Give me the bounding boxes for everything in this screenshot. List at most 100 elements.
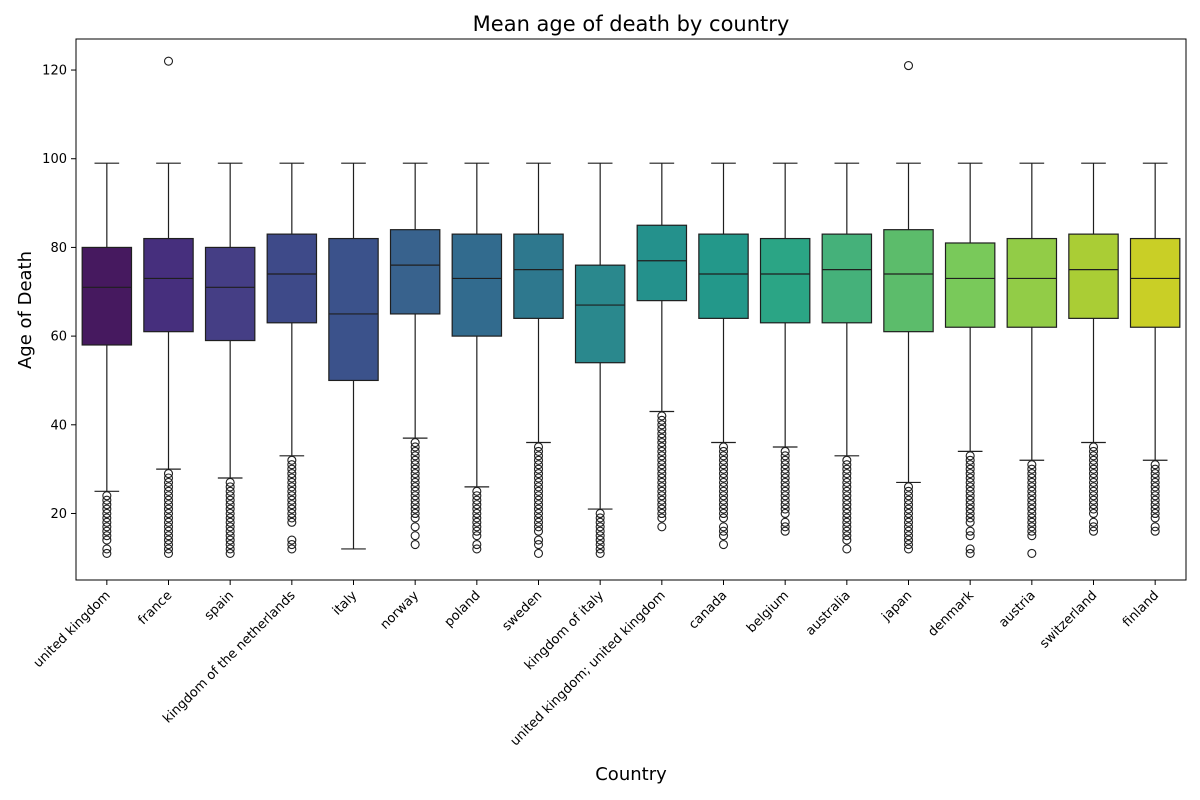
outlier-point <box>102 544 112 554</box>
outlier-point <box>410 539 420 550</box>
outlier-point <box>842 504 852 514</box>
outlier-point <box>410 460 420 470</box>
outlier-point <box>163 508 174 519</box>
outlier-point <box>657 522 667 532</box>
outlier-point <box>472 522 482 532</box>
x-tick-label: norway <box>378 588 423 633</box>
outlier-point <box>1088 495 1099 505</box>
outlier-point <box>287 508 297 519</box>
box-group <box>821 162 873 554</box>
outlier-point <box>1027 473 1037 483</box>
outlier-point <box>657 460 667 470</box>
outlier-point <box>842 473 852 483</box>
outlier-point <box>718 491 729 501</box>
outlier-point <box>1088 522 1099 532</box>
outlier-point <box>842 500 852 510</box>
outlier-point <box>533 477 544 487</box>
outlier-point <box>657 424 667 434</box>
outlier-point <box>718 486 729 496</box>
outlier-point <box>903 486 914 496</box>
outlier-point <box>1150 500 1160 510</box>
box <box>1006 237 1058 328</box>
x-tick-label: france <box>136 588 176 628</box>
outlier-point <box>657 451 667 461</box>
outlier-point <box>533 548 544 558</box>
outlier-point <box>1150 486 1160 496</box>
outlier-point <box>163 482 174 492</box>
outlier-point <box>718 455 729 465</box>
outlier-point <box>533 451 544 461</box>
outlier-point <box>718 504 729 514</box>
outlier-point <box>965 531 975 541</box>
outlier-point <box>657 420 667 430</box>
outlier-point <box>965 477 975 487</box>
box <box>1068 233 1119 319</box>
outlier-point <box>472 531 482 541</box>
outlier-point <box>1027 548 1037 558</box>
outlier-point <box>965 451 975 461</box>
outlier-point <box>163 473 174 483</box>
x-tick-label: canada <box>686 588 730 632</box>
outlier-point <box>225 522 235 532</box>
box-group <box>1006 162 1058 558</box>
outlier-point <box>718 464 729 474</box>
outlier-point <box>1088 504 1099 514</box>
outlier-point <box>533 495 544 505</box>
outlier-point <box>102 500 112 510</box>
outlier-point <box>1088 473 1099 483</box>
outlier-point <box>163 56 174 66</box>
box-group <box>1068 162 1119 536</box>
outlier-point <box>780 464 790 474</box>
x-tick-label: denmark <box>925 588 977 640</box>
outlier-point <box>1088 451 1099 461</box>
outlier-point <box>965 469 975 479</box>
outlier-point <box>533 469 544 479</box>
outlier-point <box>1027 495 1037 505</box>
outlier-point <box>410 513 420 523</box>
outlier-point <box>780 469 790 479</box>
outlier-point <box>842 526 852 536</box>
outlier-point <box>287 464 297 474</box>
y-tick-label: 100 <box>42 152 67 167</box>
outlier-point <box>965 508 975 519</box>
outlier-point <box>1088 486 1099 496</box>
outlier-point <box>1150 469 1160 479</box>
outlier-point <box>780 517 790 527</box>
x-axis-label: Country <box>595 764 667 785</box>
outlier-point <box>842 464 852 474</box>
outlier-point <box>533 455 544 465</box>
outlier-point <box>102 535 112 545</box>
outlier-point <box>842 460 852 470</box>
box-group <box>389 162 441 550</box>
box <box>389 229 441 315</box>
outlier-point <box>287 517 297 527</box>
outlier-point <box>1088 460 1099 470</box>
outlier-point <box>410 508 420 519</box>
outlier-point <box>718 539 729 550</box>
outlier-point <box>903 491 914 501</box>
box-group <box>574 162 626 558</box>
outlier-point <box>965 526 975 536</box>
box-group <box>513 162 564 558</box>
outlier-point <box>657 508 667 519</box>
outlier-point <box>595 526 605 536</box>
outlier-point <box>903 508 914 519</box>
outlier-point <box>595 522 605 532</box>
outlier-point <box>410 495 420 505</box>
outlier-point <box>287 513 297 523</box>
outlier-point <box>287 491 297 501</box>
x-tick-label: italy <box>330 588 361 619</box>
outlier-point <box>472 491 482 501</box>
outlier-point <box>657 495 667 505</box>
outlier-point <box>657 486 667 496</box>
outlier-point <box>842 522 852 532</box>
outlier-point <box>1027 469 1037 479</box>
outlier-point <box>225 477 235 487</box>
x-tick-label: australia <box>803 588 854 639</box>
outlier-point <box>657 411 667 421</box>
outlier-point <box>718 513 729 523</box>
outlier-point <box>842 544 852 554</box>
outlier-point <box>102 504 112 514</box>
outlier-point <box>1027 460 1037 470</box>
